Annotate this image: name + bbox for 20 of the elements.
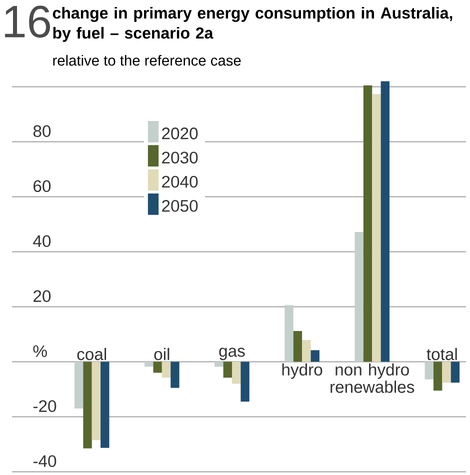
y-tick-label: -40 xyxy=(33,455,56,468)
y-tick-label: -20 xyxy=(33,400,56,412)
legend-label: 2030 xyxy=(162,152,198,164)
y-tick-label: % xyxy=(33,345,47,358)
x-tick-label: coal xyxy=(77,348,106,360)
y-tick-label: 60 xyxy=(34,180,51,192)
chart-title: change in primary energy consumption in Australia, by fuel – scenario 2a xyxy=(52,6,452,42)
x-tick-label: non hydro renewables xyxy=(330,363,414,393)
text: 16 xyxy=(5,6,50,38)
y-tick-label: 20 xyxy=(34,290,51,302)
legend-label: 2040 xyxy=(162,176,198,188)
x-tick-label: gas xyxy=(219,348,245,360)
x-tick-label: total xyxy=(426,348,457,360)
y-tick-label: 80 xyxy=(33,125,51,138)
legend-label: 2020 xyxy=(162,128,198,140)
x-tick-label: hydro xyxy=(282,363,322,379)
legend-label: 2050 xyxy=(162,200,198,212)
y-tick-label: 40 xyxy=(33,235,51,248)
chart-subtitle: relative to the reference case xyxy=(53,54,241,66)
x-tick-label: oil xyxy=(154,348,170,360)
